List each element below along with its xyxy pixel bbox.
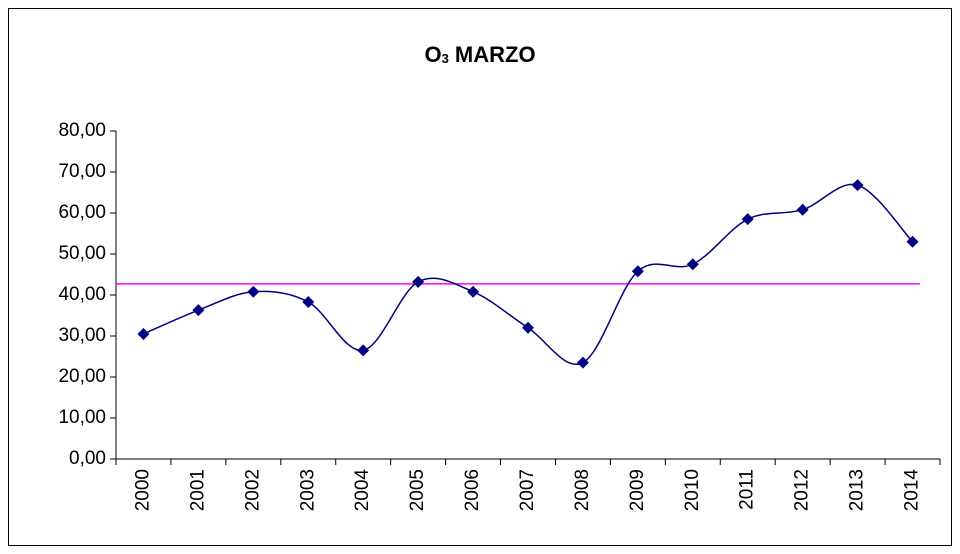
- x-tick-label: 2014: [902, 469, 923, 512]
- data-point: [796, 203, 809, 216]
- x-tick-label: 2012: [792, 469, 813, 511]
- data-point: [192, 304, 205, 317]
- x-tick-label: 2005: [407, 469, 428, 511]
- data-point: [357, 344, 370, 357]
- data-point: [467, 285, 480, 298]
- x-tick-label: 2007: [517, 469, 538, 511]
- x-tick-label: 2008: [572, 469, 593, 511]
- y-tick-label: 30,00: [58, 325, 106, 346]
- y-tick-label: 60,00: [58, 202, 106, 223]
- y-tick-label: 70,00: [58, 161, 106, 182]
- chart-border: [8, 8, 952, 546]
- x-tick-label: 2009: [627, 469, 648, 511]
- data-point: [412, 275, 425, 288]
- x-tick-label: 2011: [737, 469, 758, 510]
- chart-title: O3 MARZO: [424, 42, 535, 67]
- data-point: [686, 258, 699, 271]
- data-point: [851, 179, 864, 192]
- title-rest: MARZO: [449, 42, 536, 67]
- x-tick-label: 2002: [242, 469, 263, 511]
- x-tick-label: 2013: [847, 469, 868, 511]
- data-point: [302, 295, 315, 308]
- x-tick-label: 2004: [352, 469, 373, 512]
- data-point: [631, 265, 644, 278]
- y-tick-label: 20,00: [58, 366, 106, 387]
- data-point: [247, 285, 260, 298]
- y-tick-label: 0,00: [69, 448, 106, 469]
- x-tick-label: 2006: [462, 469, 483, 511]
- data-point: [576, 356, 589, 369]
- y-tick-label: 40,00: [58, 284, 106, 305]
- data-point: [522, 321, 534, 334]
- x-tick-label: 2000: [132, 469, 153, 511]
- y-tick-label: 10,00: [58, 407, 106, 428]
- y-tick-label: 80,00: [58, 120, 106, 141]
- y-tick-label: 50,00: [58, 243, 106, 264]
- title-sub: 3: [442, 51, 449, 66]
- data-point: [137, 327, 150, 340]
- x-tick-label: 2001: [187, 469, 208, 511]
- data-point: [906, 235, 919, 248]
- title-main: O: [424, 42, 441, 67]
- x-tick-label: 2003: [297, 469, 318, 511]
- data-point: [741, 213, 754, 226]
- x-tick-label: 2010: [682, 469, 703, 511]
- data-line: [143, 183, 914, 366]
